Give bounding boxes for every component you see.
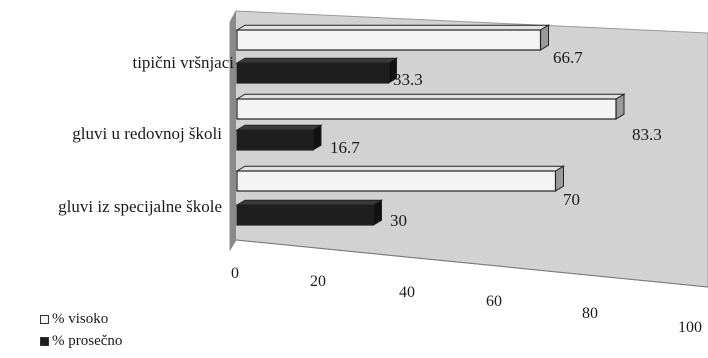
value-label-prosecno-0: 33.3 [393, 70, 423, 89]
tick-labels: 0 20 40 60 80 100 [231, 265, 702, 336]
category-label-2: gluvi iz specijalne škole [58, 197, 222, 216]
x-tick-100: 100 [678, 319, 702, 336]
bar-prosecno-1 [235, 124, 323, 151]
x-tick-80: 80 [582, 305, 598, 322]
value-label-prosecno-2: 30 [390, 211, 407, 230]
bars-group [235, 24, 626, 226]
bar-prosecno-0 [235, 57, 399, 84]
value-label-prosecno-1: 16.7 [330, 138, 360, 157]
bar-visoko-2 [235, 165, 566, 192]
legend-item-visoko: % visoko [40, 308, 122, 330]
bar-visoko-0 [235, 24, 551, 51]
value-label-visoko-1: 83.3 [632, 125, 662, 144]
value-label-visoko-2: 70 [563, 190, 580, 209]
legend-swatch-prosecno [40, 336, 49, 346]
legend-swatch-visoko [40, 314, 49, 324]
category-labels: tipični vršnjaci gluvi u redovnoj školi gl… [58, 53, 234, 216]
category-label-0: tipični vršnjaci [132, 53, 234, 72]
bar-visoko-1 [235, 93, 626, 120]
bar-prosecno-2 [235, 199, 384, 226]
side-wall [230, 11, 236, 250]
floor-edge [235, 239, 708, 288]
legend-item-prosecno: % prosečno [40, 330, 122, 352]
value-label-visoko-0: 66.7 [553, 48, 583, 67]
legend-label-prosecno: % prosečno [52, 332, 123, 349]
x-tick-0: 0 [231, 265, 239, 282]
legend: % visoko % prosečno [40, 308, 122, 352]
x-tick-20: 20 [310, 273, 326, 290]
value-labels: 66.7 33.3 83.3 16.7 70 30 [330, 48, 662, 230]
category-label-1: gluvi u redovnoj školi [72, 124, 222, 143]
legend-label-visoko: % visoko [52, 310, 109, 327]
x-tick-40: 40 [399, 284, 415, 301]
x-tick-60: 60 [486, 293, 502, 310]
